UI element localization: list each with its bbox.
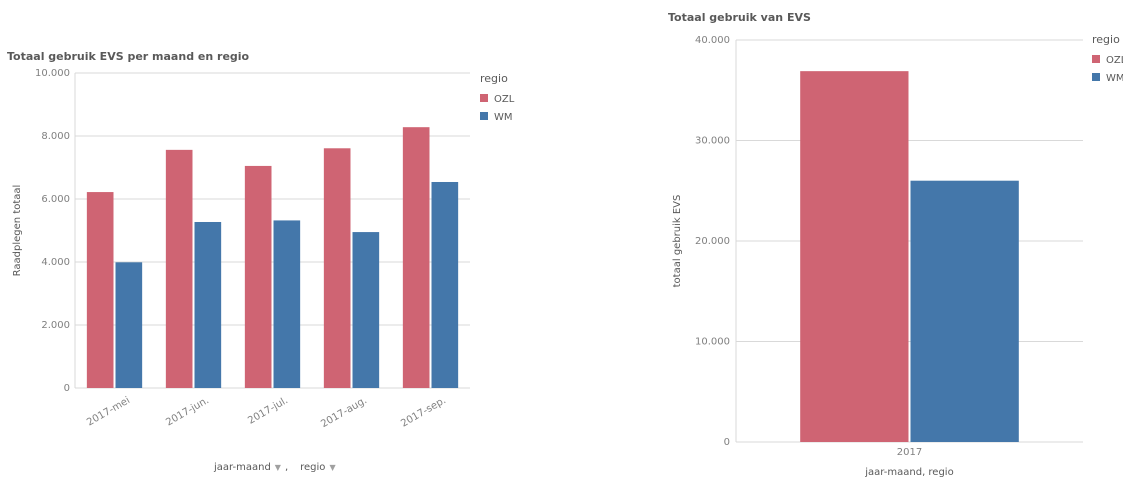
xaxis-dimension-regio[interactable]: regio [300,462,326,473]
y-axis-title: Raadplegen totaal [12,185,23,277]
bar-ozl [402,127,430,389]
y-tick-label: 0 [724,437,730,448]
chart1-title: Totaal gebruik EVS per maand en regio [7,50,250,63]
y-tick-label: 8.000 [41,131,70,142]
y-tick-label: 40.000 [695,35,730,46]
chart2-title: Totaal gebruik van EVS [668,11,811,24]
y-tick-label: 10.000 [695,337,730,348]
bar-ozl [800,71,909,442]
legend-swatch [1092,55,1100,63]
xaxis-separator: , [284,462,289,473]
chevron-down-icon[interactable]: ▼ [274,463,281,472]
y-tick-label: 6.000 [41,194,70,205]
y-tick-label: 4.000 [41,257,70,268]
legend-label: WM [1106,73,1123,84]
bar-ozl [323,148,351,388]
y-tick-label: 2.000 [41,320,70,331]
bar-wm [115,262,143,388]
bar-wm [431,181,459,388]
legend-label: OZL [1106,55,1123,66]
legend-title: regio [1092,33,1120,46]
legend-swatch [480,112,488,120]
bar-ozl [244,165,272,388]
bar-wm [194,221,222,388]
bar-wm [910,180,1019,442]
legend-swatch [480,94,488,102]
chart2-svg: 0 10.000 20.000 30.000 40.000 totaal gebruik … [672,33,1123,477]
x-tick-label: 2017-jul. [246,395,290,427]
x-tick-label: 2017-aug. [319,395,369,430]
bar-ozl [86,192,114,388]
y-tick-label: 10.000 [35,68,70,79]
bar-wm [273,220,301,388]
y-axis-title: totaal gebruik EVS [672,195,683,288]
legend-swatch [1092,73,1100,81]
y-tick-label: 20.000 [695,236,730,247]
chevron-down-icon[interactable]: ▼ [329,463,336,472]
x-axis-title: jaar-maand, regio [864,467,953,477]
x-tick-label: 2017-sep. [399,395,448,430]
x-tick-label: 2017 [897,447,922,458]
chart1-xaxis-selector: jaar-maand ▼ , regio ▼ [214,462,336,473]
chart1-svg: 0 2.000 4.000 6.000 8.000 10.000 Raadplegen to… [12,68,515,430]
legend-label: OZL [494,94,515,105]
bar-ozl [165,149,193,388]
x-tick-label: 2017-mei [85,395,132,428]
bar-wm [352,232,380,388]
y-tick-label: 0 [64,383,70,394]
y-tick-label: 30.000 [695,136,730,147]
legend-label: WM [494,112,513,123]
legend-title: regio [480,72,508,85]
x-tick-label: 2017-jun. [164,395,211,428]
xaxis-dimension-jaar-maand[interactable]: jaar-maand [214,462,271,473]
